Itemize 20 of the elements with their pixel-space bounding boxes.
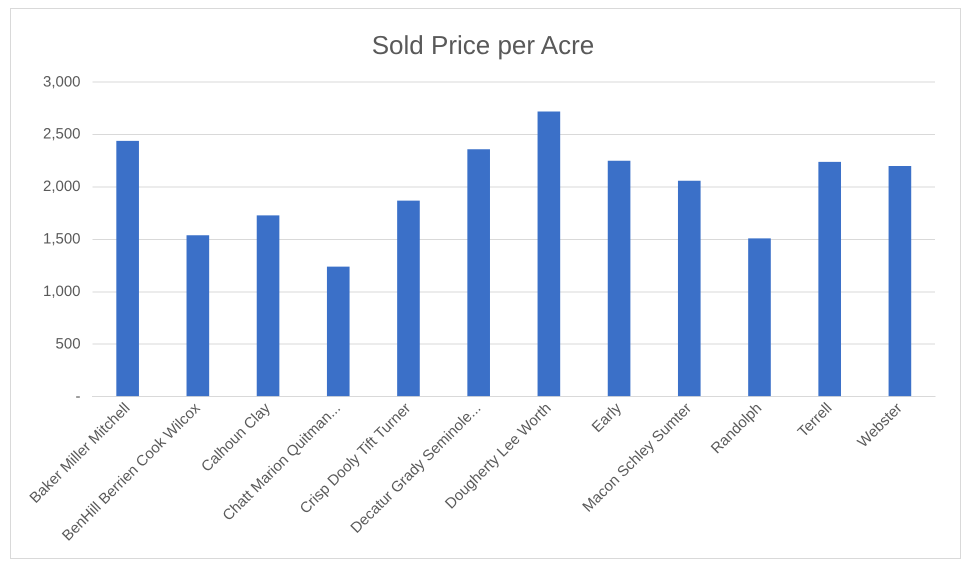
bar (818, 162, 842, 396)
y-tick-label: 500 (56, 335, 81, 352)
bar (748, 238, 771, 396)
y-tick-label: - (76, 388, 81, 405)
bar (467, 149, 490, 396)
y-tick-label: 2,000 (42, 178, 81, 196)
y-tick-label: 1,000 (42, 282, 81, 300)
y-tick-label: 1,500 (42, 230, 81, 248)
bar (256, 215, 280, 396)
bar (678, 180, 701, 396)
bar (397, 200, 420, 396)
y-tick-label: 2,500 (42, 126, 81, 143)
bar (326, 266, 350, 396)
y-tick-label: 3,000 (42, 73, 81, 90)
bar (888, 166, 912, 396)
bar (186, 235, 210, 396)
bar (608, 160, 630, 396)
bar (116, 140, 139, 396)
bar (538, 112, 560, 396)
chart-title: Sold Price per Acre (372, 30, 594, 60)
